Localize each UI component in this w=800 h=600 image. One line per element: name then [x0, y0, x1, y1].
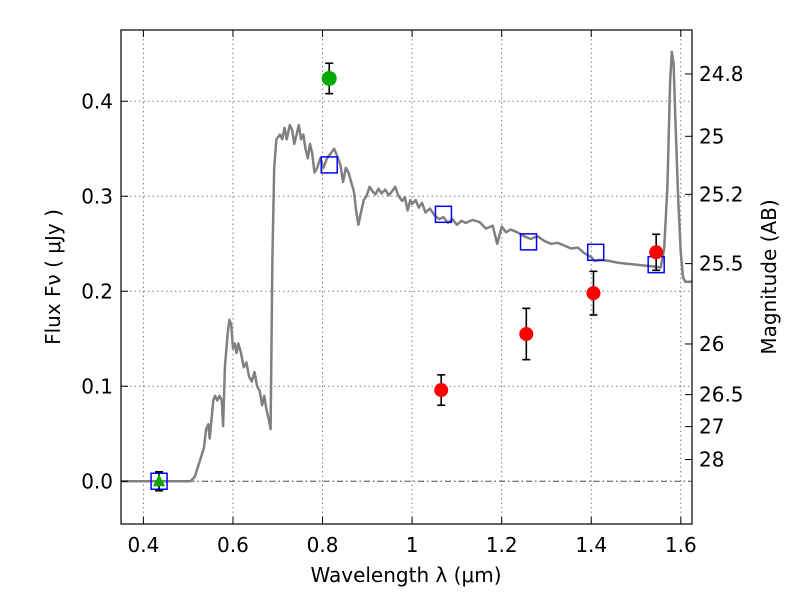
magnitude-tick-label: 25 — [699, 124, 724, 148]
x-tick-label: 1.2 — [486, 533, 518, 557]
red-detection-point — [519, 327, 534, 341]
plot-frame — [120, 29, 693, 525]
magnitude-tick-label: 28 — [699, 447, 724, 471]
magnitude-tick-label: 26 — [699, 332, 724, 356]
plot-area — [121, 30, 692, 524]
magnitude-tick-label: 24.8 — [699, 62, 744, 86]
magnitude-tick-label: 27 — [699, 415, 724, 439]
x-tick-label: 1.6 — [665, 533, 697, 557]
x-tick-label: 1.4 — [575, 533, 607, 557]
template-line — [121, 50, 692, 483]
series-layer — [121, 50, 692, 492]
magnitude-tick-label: 26.5 — [699, 383, 744, 407]
y-axis-title: Flux Fν ( μJy ) — [41, 209, 65, 345]
y-tick-label: 0.2 — [81, 279, 113, 303]
green-detection-point — [321, 70, 337, 86]
y-tick-label: 0.1 — [81, 374, 113, 398]
y-tick-label: 0.0 — [81, 469, 113, 493]
magnitude-tick-label: 25.5 — [699, 252, 744, 276]
y-tick-label: 0.3 — [81, 184, 113, 208]
model-square — [586, 243, 605, 262]
x-tick-label: 1 — [406, 533, 419, 557]
green-triangle-marker — [153, 474, 166, 487]
axis-layer: 0.4 0.6 0.8 1 1.2 1.4 1.6 0.0 0.1 0.2 0.3 0.4 24.8 25… — [81, 30, 744, 557]
x-tick-label: 0.8 — [307, 533, 339, 557]
red-detection-point — [649, 245, 664, 260]
x-tick-label: 0.4 — [127, 533, 159, 557]
red-detection-point — [586, 286, 601, 301]
x-axis-title: Wavelength λ (μm) — [310, 563, 501, 587]
model-square — [320, 156, 338, 174]
red-detection-point — [434, 383, 449, 398]
model-square — [519, 233, 538, 251]
model-square — [434, 205, 453, 224]
magnitude-tick-label: 25.2 — [699, 182, 744, 206]
x-tick-label: 0.6 — [217, 533, 249, 557]
grid-layer — [121, 30, 692, 524]
y-tick-label: 0.4 — [81, 89, 113, 113]
y-right-axis-title: Magnitude (AB) — [757, 199, 781, 354]
